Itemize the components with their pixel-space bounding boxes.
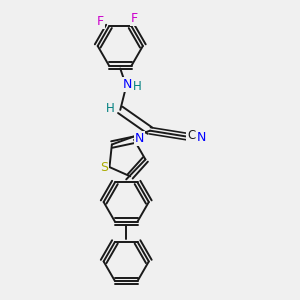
Text: H: H <box>106 102 114 115</box>
Text: F: F <box>131 12 138 25</box>
Text: N: N <box>123 78 132 91</box>
Text: F: F <box>97 16 104 28</box>
Text: N: N <box>197 131 206 144</box>
Text: C: C <box>187 129 195 142</box>
Text: S: S <box>100 160 108 174</box>
Text: H: H <box>133 80 142 93</box>
Text: N: N <box>135 132 144 145</box>
